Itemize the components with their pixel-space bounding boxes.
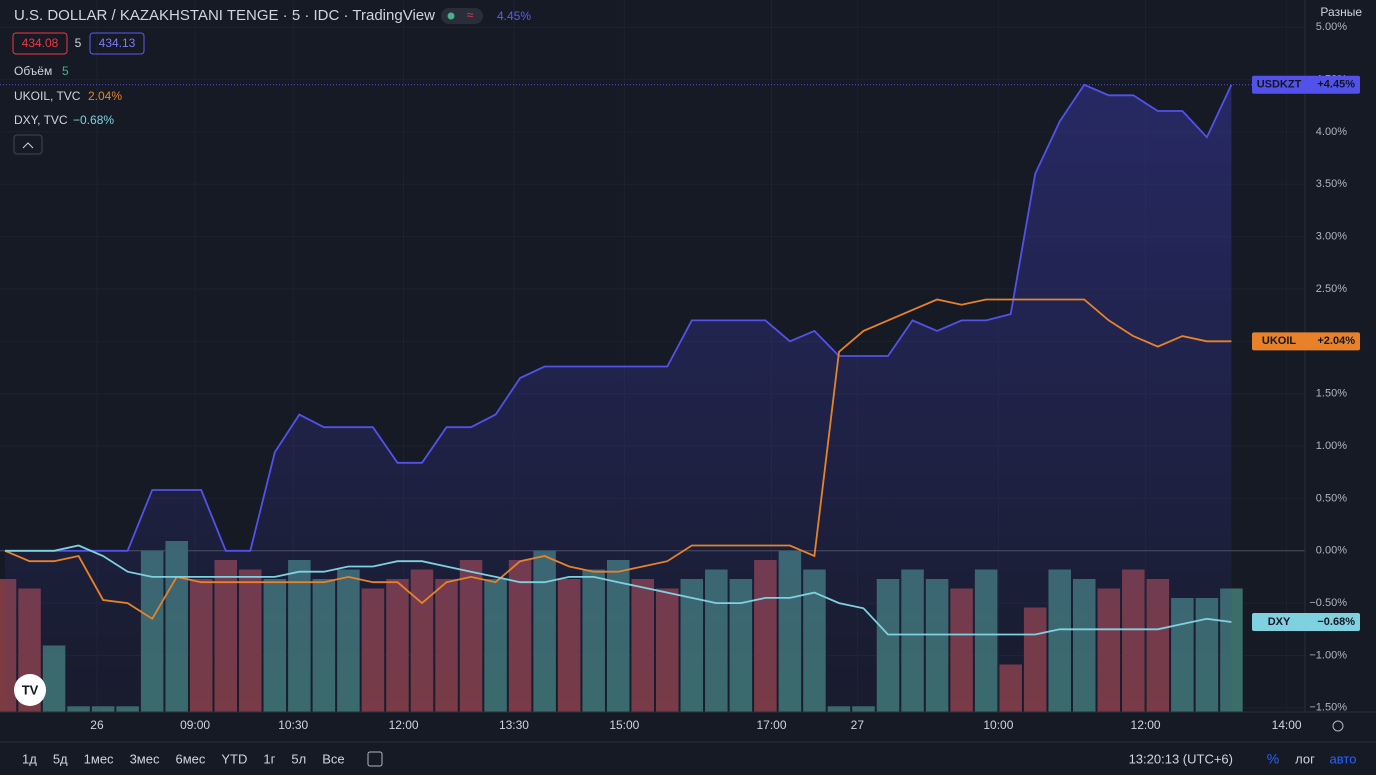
y-tick-label: 2.50% <box>1316 283 1347 295</box>
settings-icon[interactable] <box>1332 720 1344 732</box>
legend-value: 5 <box>62 64 69 78</box>
spread: 5 <box>75 36 82 50</box>
range-button[interactable]: 5л <box>291 751 306 766</box>
x-tick-label: 13:30 <box>499 718 529 732</box>
x-tick-label: 12:00 <box>1131 718 1161 732</box>
range-button[interactable]: Все <box>322 751 344 766</box>
series-line <box>4 298 1232 621</box>
x-tick-label: 27 <box>851 718 865 732</box>
range-button[interactable]: 3мес <box>130 751 160 766</box>
legend-value: 2.04% <box>88 89 122 103</box>
series-tag-name: DXY <box>1268 616 1291 628</box>
ask: 434.13 <box>99 36 136 50</box>
percent-toggle[interactable]: % <box>1267 751 1279 767</box>
status-icon: ≈ <box>467 8 474 22</box>
legend-value: −0.68% <box>73 113 114 127</box>
x-tick-label: 09:00 <box>180 718 210 732</box>
range-button[interactable]: 1д <box>22 751 37 766</box>
y-tick-label: −1.00% <box>1309 649 1347 661</box>
y-tick-label: 1.50% <box>1316 388 1347 400</box>
symbol-title: U.S. DOLLAR / KAZAKHSTANI TENGE · 5 · ID… <box>14 7 435 24</box>
bid: 434.08 <box>22 36 59 50</box>
legend-name: Объём <box>14 64 52 78</box>
auto-toggle[interactable]: авто <box>1330 751 1357 766</box>
y-tick-label: 0.50% <box>1316 492 1347 504</box>
series-tag <box>1252 332 1360 351</box>
range-button[interactable]: 6мес <box>175 751 205 766</box>
y-tick-label: 3.00% <box>1316 231 1347 243</box>
series-tag-value: +4.45% <box>1317 79 1355 91</box>
y-tick-label: −1.50% <box>1309 702 1347 714</box>
log-toggle[interactable]: лог <box>1295 751 1315 766</box>
logo[interactable] <box>14 674 46 706</box>
legend-name: DXY, TVC <box>14 113 68 127</box>
collapse-icon <box>22 142 34 149</box>
series-tag-value: +2.04% <box>1317 335 1355 347</box>
series-tag <box>1252 75 1360 94</box>
x-tick-label: 10:30 <box>278 718 308 732</box>
y-tick-label: 1.00% <box>1316 440 1347 452</box>
x-tick-label: 12:00 <box>389 718 419 732</box>
status-dot <box>447 12 455 20</box>
y-tick-label: 5.00% <box>1316 21 1347 33</box>
series-line <box>5 83 1233 552</box>
logo-mark: TV <box>22 682 39 697</box>
x-tick-label: 14:00 <box>1272 718 1302 732</box>
y-tick-label: 4.00% <box>1316 126 1347 138</box>
series-line <box>5 544 1232 636</box>
status-pill <box>441 8 483 24</box>
clock: 13:20:13 (UTC+6) <box>1129 751 1233 766</box>
y-tick-label: −0.50% <box>1309 597 1347 609</box>
bid-box[interactable] <box>12 32 68 55</box>
series-tag <box>1252 612 1360 631</box>
x-tick-label: 15:00 <box>609 718 639 732</box>
y-tick-label: 3.50% <box>1316 178 1347 190</box>
range-button[interactable]: 1г <box>263 751 275 766</box>
range-button[interactable]: 5д <box>53 751 68 766</box>
collapse-button[interactable] <box>13 134 43 155</box>
series-tag-name: USDKZT <box>1257 79 1302 91</box>
x-tick-label: 26 <box>90 718 104 732</box>
range-button[interactable]: YTD <box>221 751 247 766</box>
x-tick-label: 17:00 <box>756 718 786 732</box>
ask-box[interactable] <box>89 32 145 55</box>
legend-name: UKOIL, TVC <box>14 89 81 103</box>
area-fill <box>5 84 1232 712</box>
y-tick-label: 0.00% <box>1316 545 1347 557</box>
series-tag-name: UKOIL <box>1262 335 1297 347</box>
series-tag-value: −0.68% <box>1317 616 1355 628</box>
x-tick-label: 10:00 <box>983 718 1013 732</box>
date-range-icon[interactable] <box>367 751 383 767</box>
scale-menu[interactable]: Разные <box>1320 5 1362 19</box>
range-button[interactable]: 1мес <box>84 751 114 766</box>
header-change: 4.45% <box>497 9 531 23</box>
